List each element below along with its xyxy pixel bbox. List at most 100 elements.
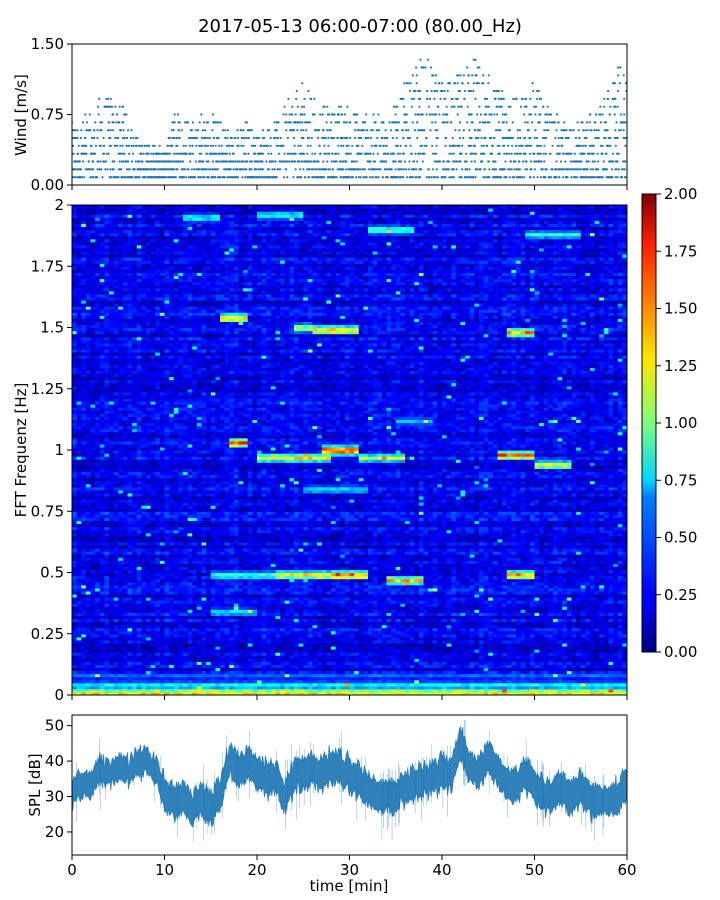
wind-point: [396, 105, 399, 108]
wind-point: [115, 121, 118, 124]
heatmap-cell: [72, 685, 78, 690]
wind-point: [176, 144, 179, 147]
heatmap-cell: [76, 612, 82, 616]
wind-point: [399, 144, 402, 147]
wind-point: [346, 136, 349, 140]
wind-point: [301, 121, 304, 124]
heatmap-cell: [76, 345, 82, 350]
wind-point: [274, 136, 277, 140]
wind-point: [418, 105, 421, 108]
wind-point: [477, 82, 480, 85]
wind-point: [428, 176, 431, 179]
wind-point: [416, 121, 419, 124]
wind-point: [369, 160, 372, 163]
wind-point: [210, 152, 213, 155]
wind-point: [519, 152, 523, 155]
wind-point: [374, 121, 377, 124]
wind-point: [294, 152, 297, 155]
wind-point: [117, 136, 120, 140]
heatmap-cell: [76, 324, 82, 329]
wind-point: [401, 129, 404, 132]
wind-point: [353, 160, 356, 163]
wind-point: [165, 176, 168, 179]
wind-point: [461, 168, 464, 171]
wind-point: [340, 105, 343, 108]
wind-point: [482, 74, 485, 77]
heatmap-cell: [132, 205, 138, 209]
heatmap-cell: [72, 330, 78, 335]
wind-point: [590, 129, 593, 132]
wind-point: [507, 105, 510, 108]
wind-point: [214, 144, 217, 147]
wind-point: [200, 136, 203, 140]
wind-point: [366, 152, 369, 155]
wind-point: [390, 152, 393, 155]
wind-point: [112, 168, 115, 171]
wind-point: [517, 136, 520, 140]
heatmap-cell: [76, 529, 82, 534]
heatmap-cell: [76, 575, 82, 580]
wind-point: [619, 129, 623, 132]
wind-point: [384, 152, 387, 155]
wind-point: [136, 136, 139, 140]
wind-point: [211, 168, 215, 171]
wind-point: [129, 136, 132, 140]
wind-point: [430, 66, 433, 69]
heatmap-cell: [76, 523, 82, 528]
wind-point: [578, 136, 581, 140]
heatmap-cell: [72, 413, 78, 417]
wind-point: [316, 176, 319, 179]
wind-point: [442, 113, 445, 116]
wind-point: [615, 168, 618, 171]
wind-point: [299, 168, 302, 171]
wind-point: [597, 136, 600, 140]
wind-point: [469, 152, 472, 155]
wind-point: [467, 82, 470, 85]
wind-point: [196, 129, 200, 132]
wind-point: [112, 113, 115, 116]
wind-point: [373, 160, 377, 163]
wind-point: [279, 136, 282, 140]
wind-point: [244, 152, 247, 155]
wind-point: [578, 144, 581, 147]
wind-point: [254, 152, 257, 155]
wind-point: [435, 152, 438, 155]
wind-point: [257, 176, 260, 179]
wind-point: [382, 121, 385, 124]
wind-point: [199, 144, 202, 147]
wind-point: [345, 168, 348, 171]
heatmap-cell: [72, 358, 78, 362]
wind-point: [448, 82, 452, 85]
heatmap-cell: [76, 446, 82, 451]
heatmap-cell: [76, 569, 82, 574]
wind-point: [83, 144, 86, 147]
heatmap-cell: [72, 205, 78, 209]
wind-point: [228, 152, 231, 155]
heatmap-cell: [113, 205, 119, 209]
wind-point: [410, 105, 413, 108]
wind-point: [609, 105, 612, 108]
heatmap-cell: [72, 382, 78, 387]
wind-point: [438, 113, 441, 116]
wind-point: [211, 160, 215, 163]
wind-point: [176, 113, 180, 116]
wind-point: [247, 152, 250, 155]
wind-point: [195, 144, 198, 147]
wind-point: [102, 160, 105, 163]
heatmap-cell: [72, 232, 78, 237]
wind-point: [171, 144, 174, 147]
wind-point: [73, 168, 76, 171]
wind-point: [92, 168, 95, 171]
heatmap-cell: [72, 486, 78, 491]
wind-point: [158, 160, 161, 163]
wind-point: [144, 176, 147, 179]
wind-point: [297, 160, 301, 163]
wind-point: [622, 121, 625, 124]
wind-point: [569, 160, 573, 163]
wind-point: [557, 121, 560, 124]
wind-point: [478, 66, 481, 69]
heatmap-cell: [122, 205, 129, 209]
wind-point: [376, 136, 379, 140]
wind-point: [455, 97, 458, 100]
wind-point: [582, 129, 585, 132]
